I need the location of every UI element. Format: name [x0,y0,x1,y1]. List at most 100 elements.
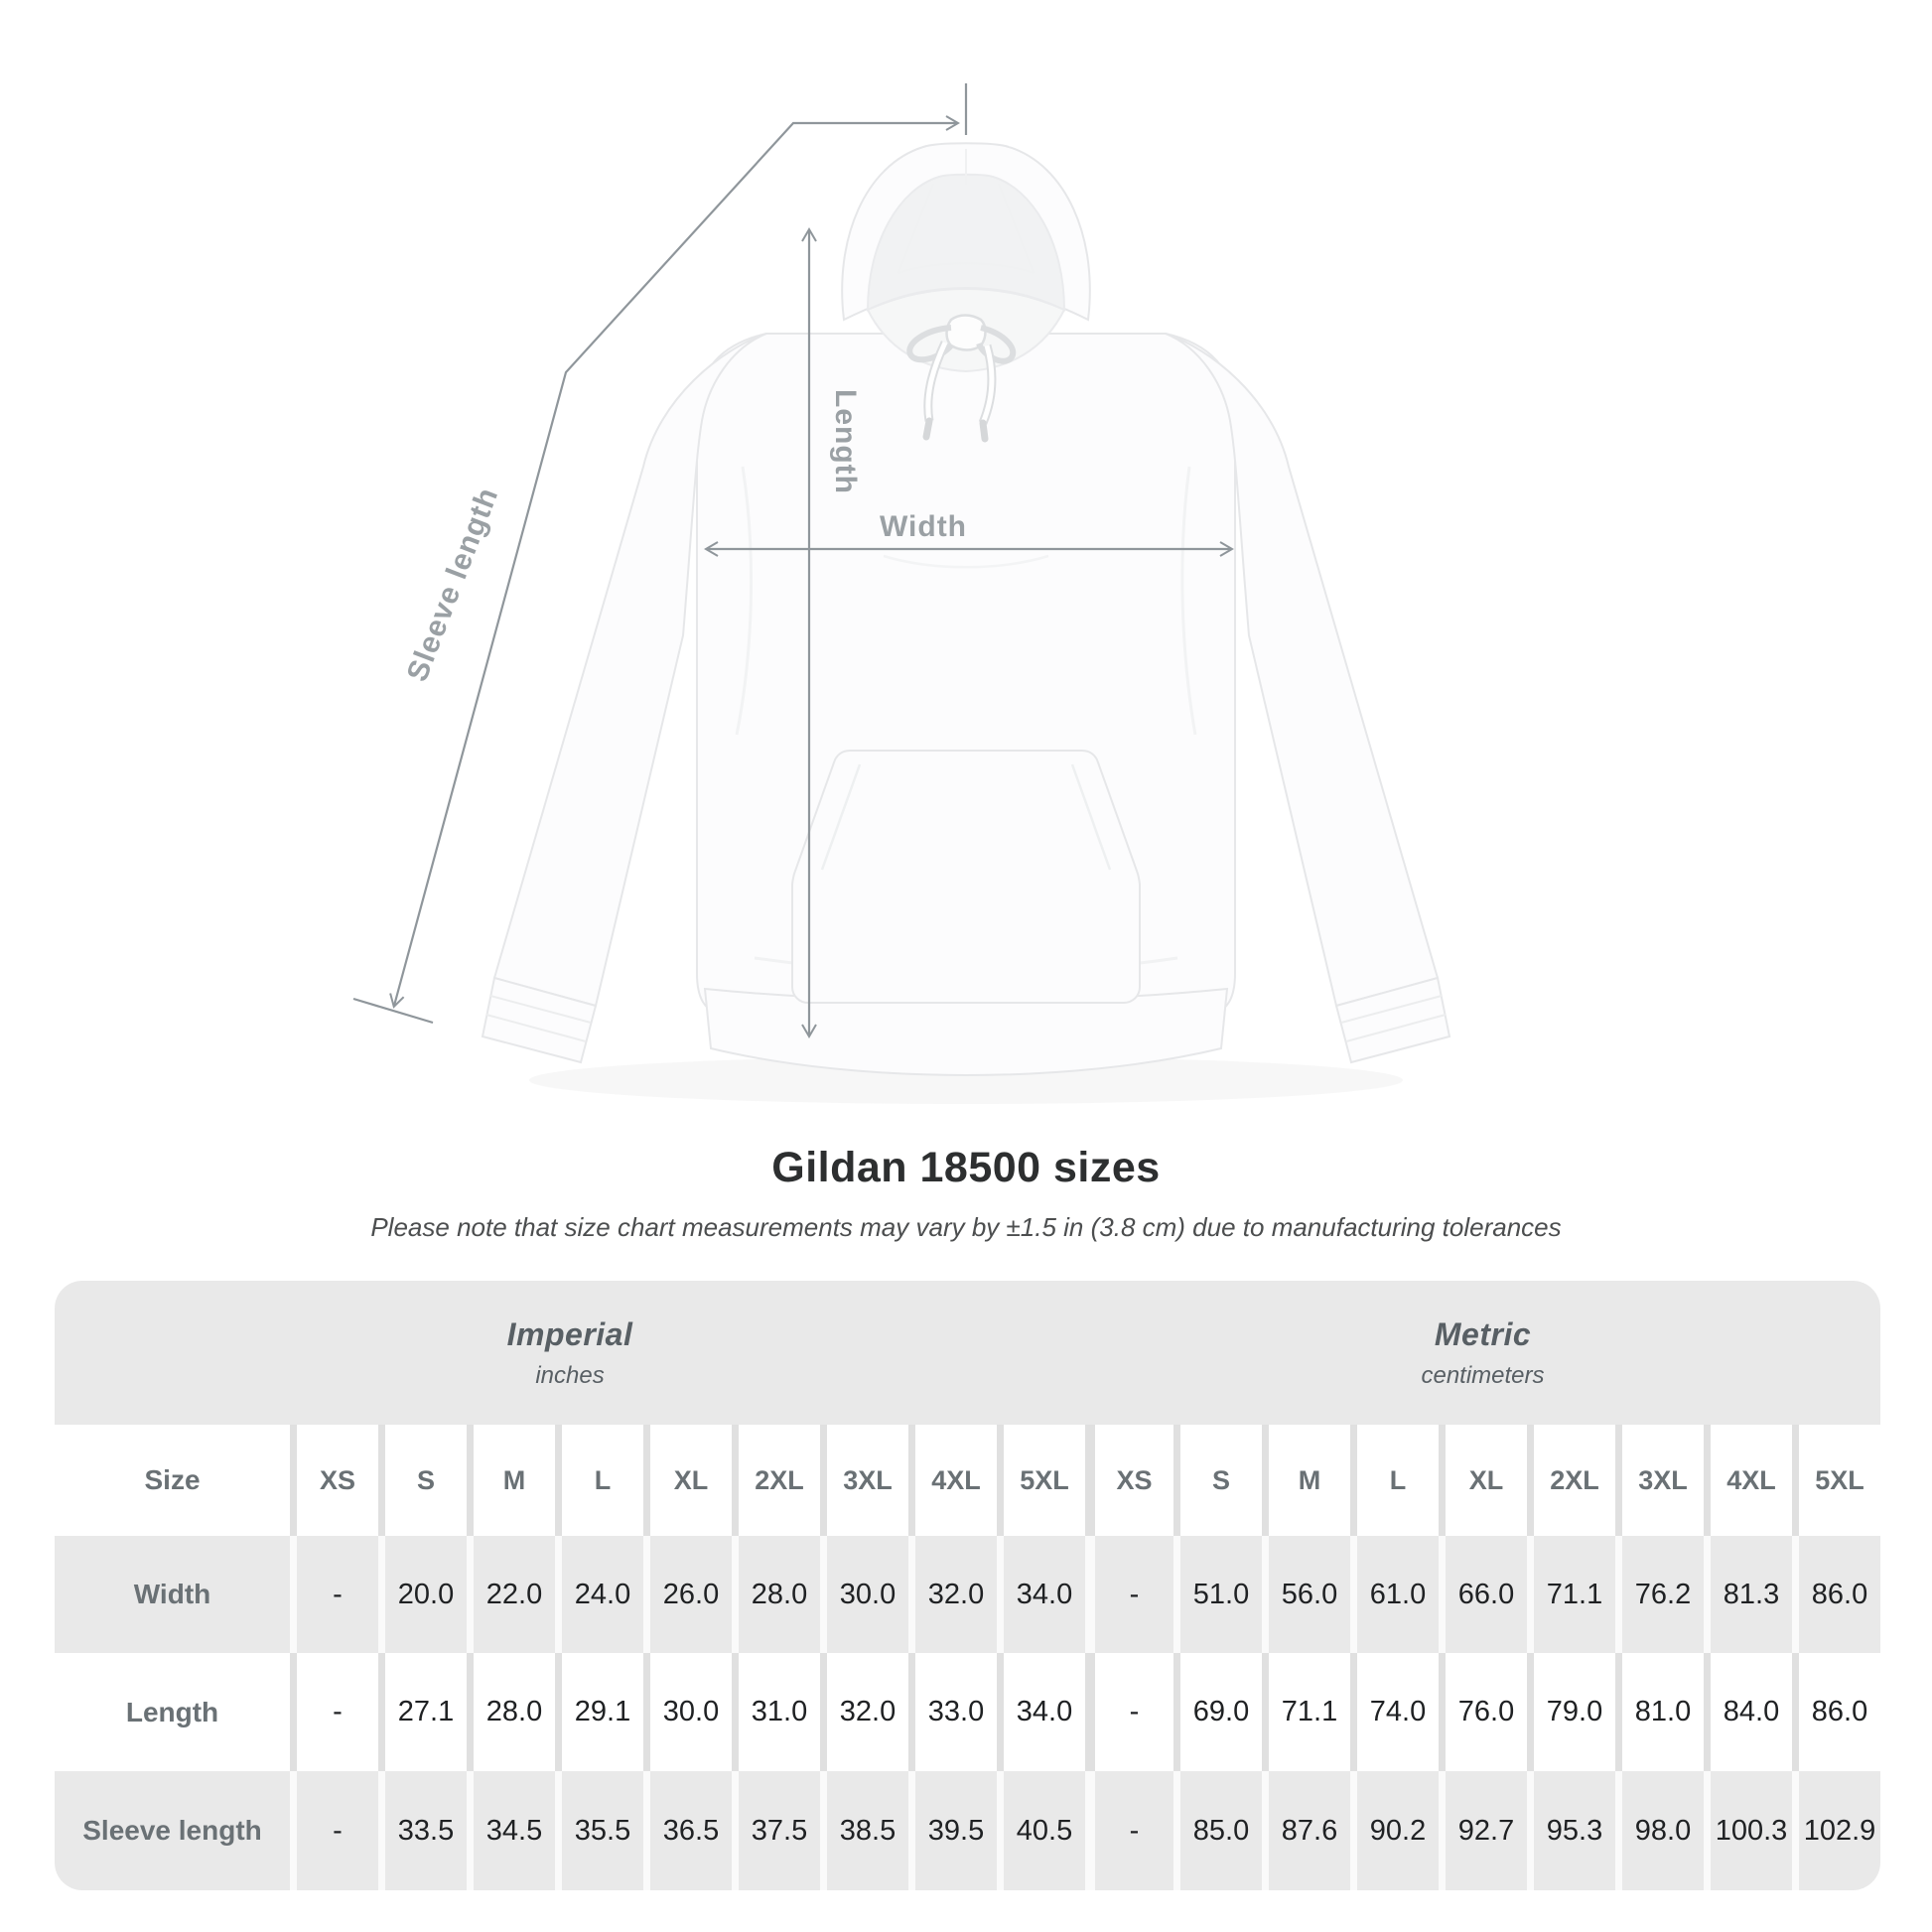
value-cell: 86.0 [1792,1536,1880,1653]
value-cell: 66.0 [1439,1536,1527,1653]
value-cell: 36.5 [643,1771,732,1890]
size-header-cell: L [1350,1425,1439,1536]
value-cell: 98.0 [1615,1771,1704,1890]
value-cell: - [290,1653,378,1771]
size-header-cell: XL [1439,1425,1527,1536]
page-title: Gildan 18500 sizes [771,1144,1161,1191]
value-cell: 51.0 [1173,1536,1262,1653]
value-cell: 100.3 [1704,1771,1792,1890]
size-table: Imperial inches Metric centimeters Size XS S M L… [55,1281,1880,1890]
row-label: Width [55,1536,290,1653]
value-cell: 34.5 [467,1771,555,1890]
size-header-cell: 5XL [1792,1425,1880,1536]
value-cell: 81.0 [1615,1653,1704,1771]
value-cell: 86.0 [1792,1653,1880,1771]
value-cell: 84.0 [1704,1653,1792,1771]
value-cell: 34.0 [997,1653,1085,1771]
size-header-cell: XS [290,1425,378,1536]
value-cell: - [290,1536,378,1653]
size-header-cell: XL [643,1425,732,1536]
size-column-header: Size [55,1425,290,1536]
value-cell: 28.0 [467,1653,555,1771]
value-cell: 29.1 [555,1653,643,1771]
size-header-cell: M [467,1425,555,1536]
value-cell: 20.0 [378,1536,467,1653]
tolerance-note: Please note that size chart measurements… [370,1212,1562,1242]
size-header-cell: L [555,1425,643,1536]
right-sleeve [1165,333,1440,1008]
value-cell: 71.1 [1527,1536,1615,1653]
size-header-cell: M [1262,1425,1350,1536]
value-cell: 76.2 [1615,1536,1704,1653]
section-sublabel: centimeters [1421,1361,1545,1389]
value-cell: - [290,1771,378,1890]
value-cell: 35.5 [555,1771,643,1890]
size-header-cell: 4XL [908,1425,997,1536]
value-cell: 87.6 [1262,1771,1350,1890]
value-cell: 37.5 [732,1771,820,1890]
value-cell: 102.9 [1792,1771,1880,1890]
section-sublabel: inches [535,1361,605,1389]
value-cell: 22.0 [467,1536,555,1653]
value-cell: 69.0 [1173,1653,1262,1771]
value-cell: 95.3 [1527,1771,1615,1890]
value-cell: - [1085,1771,1173,1890]
metric-section-header: Metric centimeters [1085,1281,1880,1425]
value-cell: 28.0 [732,1536,820,1653]
length-label: Length [829,389,862,494]
size-header-cell: 4XL [1704,1425,1792,1536]
sleeve-length-line [389,115,960,1009]
imperial-section-header: Imperial inches [55,1281,1085,1425]
size-header-cell: XS [1085,1425,1173,1536]
value-cell: 30.0 [820,1536,908,1653]
value-cell: 56.0 [1262,1536,1350,1653]
section-label: Metric [1434,1315,1532,1352]
size-header-cell: 3XL [1615,1425,1704,1536]
hoodie-size-diagram: Width Length Sleeve length [352,83,1451,1104]
body-wrinkle [1180,466,1197,736]
value-cell: 32.0 [908,1536,997,1653]
value-cell: - [1085,1653,1173,1771]
sleeve-bottom-tick [352,997,434,1025]
value-cell: 38.5 [820,1771,908,1890]
value-cell: 31.0 [732,1653,820,1771]
section-label: Imperial [506,1315,633,1352]
value-cell: 27.1 [378,1653,467,1771]
value-cell: 85.0 [1173,1771,1262,1890]
value-cell: 26.0 [643,1536,732,1653]
width-label: Width [880,510,967,543]
hoodie-illustration [481,142,1451,1104]
drawstring-right [980,345,995,424]
value-cell: 24.0 [555,1536,643,1653]
value-cell: - [1085,1536,1173,1653]
value-cell: 61.0 [1350,1536,1439,1653]
right-cuff-rib [1340,995,1447,1042]
row-label: Sleeve length [55,1771,290,1890]
ground-shadow [529,1056,1403,1104]
value-cell: 76.0 [1439,1653,1527,1771]
value-cell: 92.7 [1439,1771,1527,1890]
value-cell: 79.0 [1527,1653,1615,1771]
right-cuff [1334,976,1451,1064]
value-cell: 33.0 [908,1653,997,1771]
measurement-annotations [352,83,1234,1038]
value-cell: 39.5 [908,1771,997,1890]
size-header-cell: 3XL [820,1425,908,1536]
size-header-cell: 2XL [1527,1425,1615,1536]
size-header-cell: S [1173,1425,1262,1536]
value-cell: 33.5 [378,1771,467,1890]
value-cell: 30.0 [643,1653,732,1771]
value-cell: 71.1 [1262,1653,1350,1771]
value-cell: 90.2 [1350,1771,1439,1890]
kangaroo-pocket [791,750,1141,1004]
size-header-cell: S [378,1425,467,1536]
row-label: Length [55,1653,290,1771]
value-cell: 81.3 [1704,1536,1792,1653]
size-header-cell: 5XL [997,1425,1085,1536]
value-cell: 34.0 [997,1536,1085,1653]
value-cell: 32.0 [820,1653,908,1771]
value-cell: 40.5 [997,1771,1085,1890]
size-header-cell: 2XL [732,1425,820,1536]
value-cell: 74.0 [1350,1653,1439,1771]
